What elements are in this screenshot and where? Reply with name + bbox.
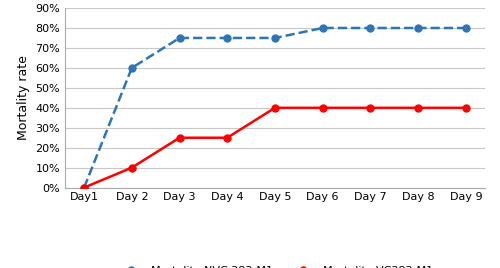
Mortality NVC 383-M1 xyxy=(176,36,182,40)
Mortality VC383-M1 xyxy=(224,136,230,139)
Mortality VC383-M1 xyxy=(320,106,326,109)
Mortality NVC 383-M1 xyxy=(320,26,326,29)
Mortality NVC 383-M1 xyxy=(415,26,421,29)
Mortality VC383-M1 xyxy=(415,106,421,109)
Legend: Mortality NVC 383-M1, Mortality VC383-M1: Mortality NVC 383-M1, Mortality VC383-M1 xyxy=(113,261,437,268)
Mortality NVC 383-M1 xyxy=(129,66,135,69)
Mortality NVC 383-M1 xyxy=(368,26,374,29)
Mortality VC383-M1 xyxy=(81,186,87,189)
Mortality NVC 383-M1 xyxy=(81,186,87,189)
Mortality NVC 383-M1 xyxy=(224,36,230,40)
Line: Mortality NVC 383-M1: Mortality NVC 383-M1 xyxy=(80,24,469,191)
Mortality NVC 383-M1 xyxy=(463,26,469,29)
Mortality VC383-M1 xyxy=(272,106,278,109)
Mortality VC383-M1 xyxy=(368,106,374,109)
Mortality VC383-M1 xyxy=(129,166,135,169)
Line: Mortality VC383-M1: Mortality VC383-M1 xyxy=(80,104,469,191)
Mortality VC383-M1 xyxy=(176,136,182,139)
Mortality NVC 383-M1 xyxy=(272,36,278,40)
Mortality VC383-M1 xyxy=(463,106,469,109)
Y-axis label: Mortality rate: Mortality rate xyxy=(17,55,30,140)
